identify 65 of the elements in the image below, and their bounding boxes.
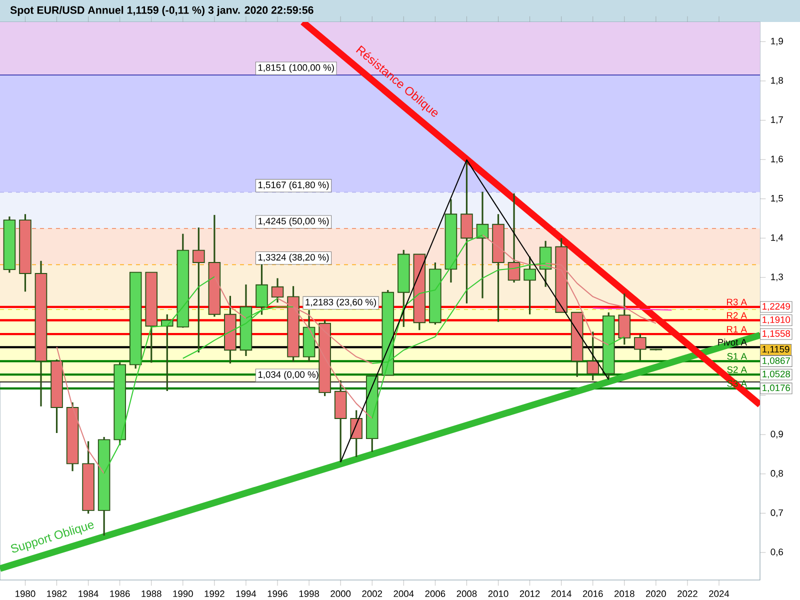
annotation: Support Oblique	[11, 522, 94, 553]
y-tick-label: 1,5	[771, 195, 783, 203]
x-tick-label: 2018	[614, 590, 634, 598]
candlestick	[508, 192, 520, 284]
x-tick-label: 2002	[362, 590, 382, 598]
annotation: 1,034 (0,00 %)	[258, 370, 318, 380]
annotation: 1,0867	[762, 357, 790, 366]
annotation: 1,0528	[762, 370, 790, 378]
x-tick-label: 1984	[78, 590, 98, 598]
candlestick	[271, 277, 284, 304]
annotation: 1,1910	[762, 316, 790, 324]
annotation: 1,8151 (100,00 %)	[258, 64, 334, 73]
x-tick-label: 2008	[456, 590, 477, 598]
candlestick	[460, 159, 473, 304]
x-tick-label: 1980	[16, 590, 36, 598]
x-tick-label: 2020	[646, 590, 666, 598]
candlestick	[634, 333, 646, 362]
y-tick-label: 1,4	[771, 234, 784, 242]
annotation: 1,0176	[762, 384, 790, 392]
y-tick-label: 1,7	[771, 116, 783, 124]
y-tick-label: 1,9	[771, 38, 783, 46]
ref-line-label: S1 A	[727, 353, 747, 360]
x-tick-label: 1982	[47, 590, 67, 598]
x-tick-label: 2006	[425, 590, 446, 598]
ref-line-label: S2 A	[727, 366, 747, 373]
x-tick-label: 1996	[268, 590, 288, 598]
y-tick-label: 0,8	[770, 470, 783, 478]
x-tick-label: 1994	[236, 590, 256, 598]
candlestick	[256, 264, 268, 316]
ref-line-label: R3 A	[727, 298, 747, 306]
y-tick-label: 0,6	[770, 548, 783, 556]
annotation: 1,1558	[762, 330, 790, 338]
x-tick-label: 2014	[551, 590, 572, 598]
x-tick-label: 2010	[488, 590, 508, 598]
candlestick	[350, 409, 362, 458]
ref-line-label: R2 A	[727, 312, 747, 319]
candlestick	[524, 256, 536, 316]
candlestick	[192, 226, 205, 354]
x-tick-label: 2016	[582, 590, 603, 598]
y-tick-label: 1,3	[771, 274, 783, 282]
y-tick-label: 1,6	[771, 156, 783, 164]
annotation: 1,1159	[762, 346, 790, 354]
x-tick-label: 1998	[299, 590, 320, 598]
y-tick-label: 0,7	[770, 509, 783, 518]
x-tick-label: 1986	[110, 590, 130, 598]
annotation: 1,4245 (50,00 %)	[258, 218, 329, 226]
x-tick-label: 2024	[709, 590, 730, 598]
annotation: 1,5167 (61,80 %)	[258, 181, 329, 190]
y-tick-label: 1,8	[771, 77, 783, 85]
x-tick-label: 1990	[173, 590, 193, 598]
x-tick-label: 2000	[330, 590, 351, 598]
annotation: 1,2183 (23,60 %)	[306, 298, 376, 308]
candlestick	[586, 330, 600, 382]
x-tick-label: 1988	[142, 590, 162, 598]
annotation: 1,3324 (38,20 %)	[258, 254, 329, 262]
annotation: 1,2249	[762, 303, 790, 311]
x-tick-label: 1992	[204, 590, 224, 598]
candlestick	[476, 190, 489, 300]
candlestick	[618, 292, 631, 346]
x-tick-label: 2004	[394, 590, 414, 598]
chart-title: Spot EUR/USD Annuel 1,1159 (-0,11 %) 3 janv. 2020 22:59:56	[10, 6, 314, 16]
y-tick-label: 0,9	[770, 430, 783, 438]
x-tick-label: 2012	[520, 590, 540, 598]
ref-line-label: R1 A	[727, 326, 747, 332]
x-tick-label: 2022	[678, 590, 698, 598]
